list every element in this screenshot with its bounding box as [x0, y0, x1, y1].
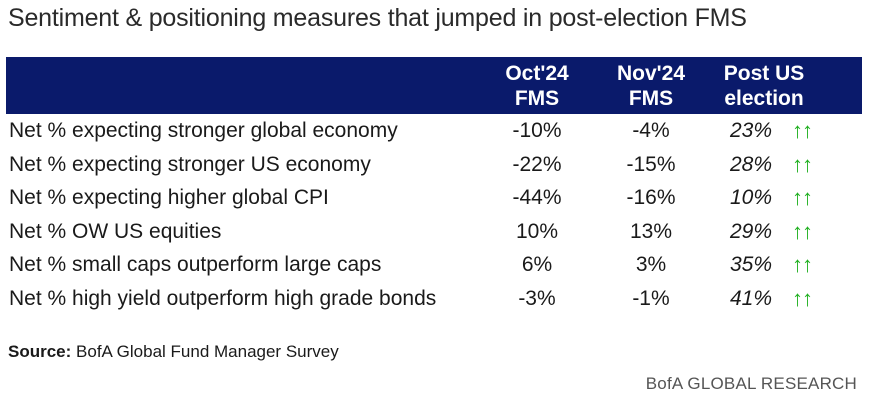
header-label-cell [6, 57, 482, 114]
source-text: BofA Global Fund Manager Survey [71, 342, 339, 361]
nov-value: -4% [632, 119, 670, 142]
source-label: Source: [8, 342, 72, 361]
double-up-arrow-icon: ↑↑ [792, 218, 813, 244]
row-label: Net % OW US equities [9, 219, 222, 243]
table-row: Net % small caps outperform large caps 6… [6, 248, 862, 282]
table-body: Net % expecting stronger global economy … [6, 114, 862, 315]
table-row: Net % high yield outperform high grade b… [6, 282, 862, 316]
double-up-arrow-icon: ↑↑ [792, 185, 813, 210]
table-row: Net % expecting stronger US economy -22%… [6, 148, 862, 182]
brand-logo-text: BofA GLOBAL RESEARCH [645, 374, 857, 393]
header-post-us-election: Post US election [710, 57, 863, 114]
oct-value: -3% [518, 286, 556, 310]
row-label: Net % expecting stronger global economy [9, 119, 398, 142]
header-nov24-line2: FMS [628, 87, 674, 110]
table-header: Oct'24 FMS Nov'24 FMS Post US election [6, 57, 863, 114]
header-nov24-line1: Nov'24 [616, 62, 686, 85]
row-label: Net % expecting higher global CPI [9, 186, 329, 209]
fms-table: Oct'24 FMS Nov'24 FMS Post US election N… [6, 57, 863, 315]
header-post-line2: election [724, 87, 804, 110]
post-election-value: 10% [729, 186, 773, 209]
header-oct24-fms: Oct'24 FMS [482, 57, 592, 114]
post-election-value: 28% [729, 152, 773, 176]
table-row: Net % OW US equities 10% 13% 29% ↑↑ [6, 215, 862, 249]
post-election-value: 41% [729, 286, 773, 310]
table-row: Net % expecting stronger global economy … [6, 114, 862, 148]
header-oct24-line2: FMS [514, 87, 560, 110]
nov-value: -16% [626, 186, 676, 209]
post-election-value: 35% [729, 253, 773, 276]
nov-value: -1% [632, 286, 670, 310]
post-election-value: 23% [729, 119, 773, 142]
table-row: Net % expecting higher global CPI -44% -… [6, 181, 862, 215]
header-oct24-line1: Oct'24 [505, 62, 569, 85]
post-election-value: 29% [729, 219, 773, 243]
page-title: Sentiment & positioning measures that ju… [8, 4, 747, 32]
double-up-arrow-icon: ↑↑ [792, 252, 813, 277]
oct-value: -10% [512, 119, 562, 142]
source-note: Source: BofA Global Fund Manager Survey [8, 342, 339, 362]
double-up-arrow-icon: ↑↑ [792, 285, 813, 311]
oct-value: -22% [512, 152, 562, 176]
nov-value: -15% [626, 152, 676, 176]
header-post-line1: Post US [723, 62, 805, 85]
nov-value: 13% [629, 219, 673, 243]
oct-value: -44% [512, 186, 562, 209]
double-up-arrow-icon: ↑↑ [792, 151, 813, 177]
header-nov24-fms: Nov'24 FMS [592, 57, 710, 114]
double-up-arrow-icon: ↑↑ [792, 118, 813, 143]
oct-value: 10% [515, 219, 559, 243]
row-label: Net % high yield outperform high grade b… [9, 286, 437, 310]
row-label: Net % expecting stronger US economy [9, 152, 371, 176]
row-label: Net % small caps outperform large caps [9, 253, 382, 276]
nov-value: 3% [635, 253, 667, 276]
oct-value: 6% [521, 253, 553, 276]
